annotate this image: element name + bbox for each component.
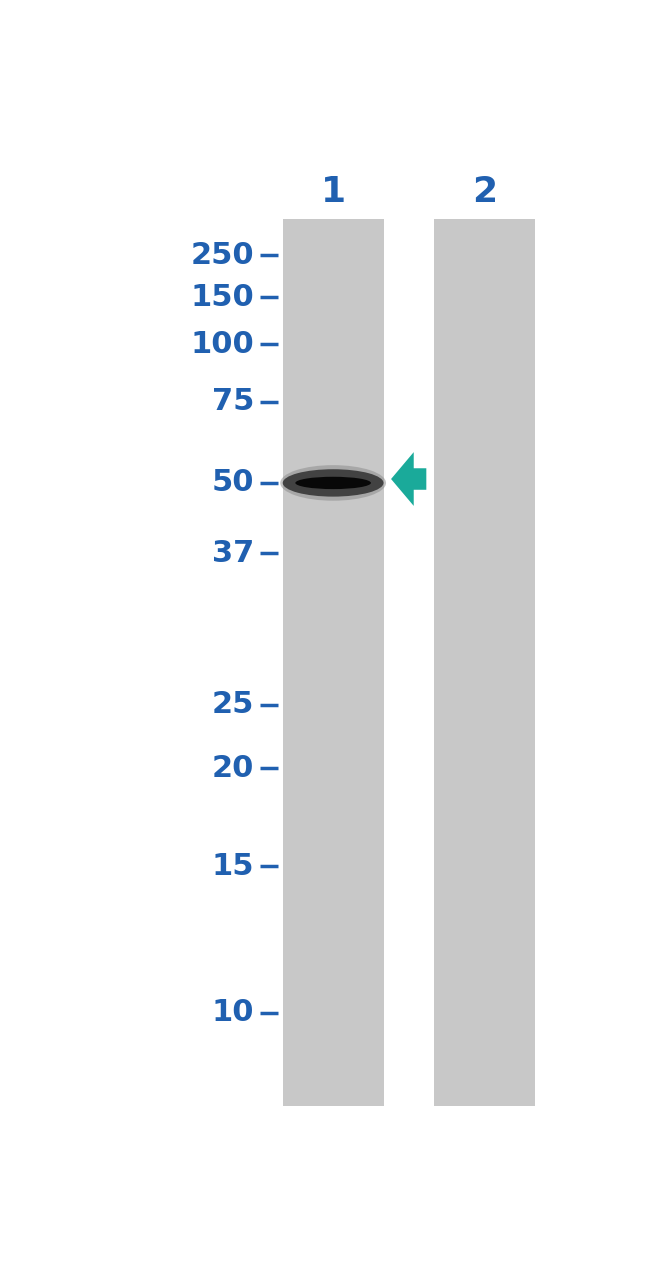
FancyArrow shape <box>391 452 426 505</box>
Bar <box>283 218 384 1106</box>
Text: 20: 20 <box>212 754 254 784</box>
Ellipse shape <box>280 465 386 500</box>
Text: 1: 1 <box>320 174 346 208</box>
Text: 2: 2 <box>472 174 497 208</box>
Text: 15: 15 <box>211 852 254 881</box>
Text: 25: 25 <box>212 691 254 719</box>
Text: 10: 10 <box>211 998 254 1027</box>
Text: 150: 150 <box>190 283 254 311</box>
Text: 50: 50 <box>211 469 254 498</box>
Bar <box>434 218 534 1106</box>
Ellipse shape <box>283 469 384 497</box>
Text: 250: 250 <box>190 240 254 269</box>
Ellipse shape <box>295 476 371 489</box>
Text: 75: 75 <box>212 387 254 417</box>
Text: 37: 37 <box>212 538 254 568</box>
Text: 100: 100 <box>190 330 254 358</box>
